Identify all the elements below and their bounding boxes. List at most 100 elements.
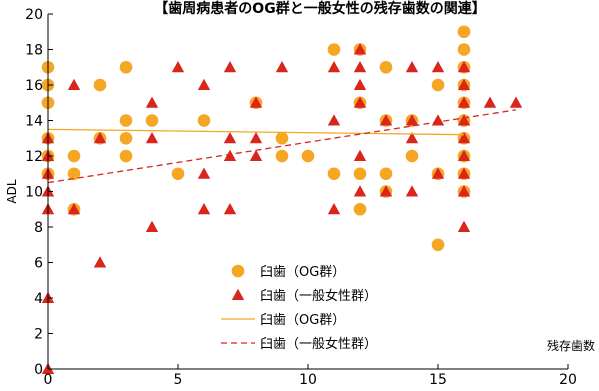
legend: 臼歯（OG群） 臼歯（一般女性群） 臼歯（OG群） 臼歯（一般女性群） xyxy=(221,264,377,352)
general-point xyxy=(197,203,211,215)
general-point xyxy=(145,132,159,144)
y-tick-label: 6 xyxy=(34,256,43,272)
general-point xyxy=(93,256,107,268)
plot-marks xyxy=(41,25,523,374)
og-point xyxy=(431,78,445,92)
general-point xyxy=(67,78,81,90)
general-point xyxy=(249,96,263,108)
legend-label: 臼歯（一般女性群） xyxy=(260,336,377,352)
general-point xyxy=(145,220,159,232)
general-point xyxy=(457,185,471,197)
y-tick-label: 2 xyxy=(34,327,43,343)
legend-label: 臼歯（OG群） xyxy=(260,313,345,328)
general-point xyxy=(171,61,185,73)
y-tick-label: 0 xyxy=(34,362,43,378)
general-point xyxy=(379,114,393,126)
general-point xyxy=(249,132,263,144)
general-point xyxy=(353,78,367,90)
general-point xyxy=(275,61,289,73)
general-point xyxy=(353,185,367,197)
general-point xyxy=(405,185,419,197)
general-point xyxy=(353,96,367,108)
og-point xyxy=(353,167,367,181)
chart-title: 【歯周病患者のOG群と一般女性の残存歯数の関連】 xyxy=(154,0,485,17)
x-tick-label: 10 xyxy=(299,372,317,388)
general-trend-line xyxy=(47,109,517,184)
general-point xyxy=(509,96,523,108)
general-point xyxy=(405,61,419,73)
og-point xyxy=(145,114,159,127)
y-tick-label: 20 xyxy=(25,7,43,23)
general-point xyxy=(223,61,237,73)
og-point xyxy=(353,202,367,216)
og-point xyxy=(301,149,315,163)
y-tick-label: 18 xyxy=(25,43,43,59)
x-tick-label: 15 xyxy=(429,372,447,388)
general-point xyxy=(67,203,81,215)
og-point xyxy=(327,43,341,56)
og-point xyxy=(431,238,445,252)
og-point xyxy=(171,167,185,181)
y-tick-label: 14 xyxy=(25,114,43,130)
general-point xyxy=(249,149,263,161)
legend-og-marker xyxy=(231,264,245,278)
y-axis-label: ADL xyxy=(5,179,19,203)
general-point xyxy=(457,220,471,232)
x-axis-label: 残存歯数 xyxy=(547,338,595,353)
general-point xyxy=(457,61,471,73)
general-point xyxy=(457,114,471,126)
og-point xyxy=(119,131,133,145)
general-point xyxy=(223,203,237,215)
general-point xyxy=(327,61,341,73)
y-tick-label: 12 xyxy=(25,149,43,165)
og-point xyxy=(327,167,341,181)
general-point xyxy=(457,132,471,144)
x-tick-label: 0 xyxy=(44,372,53,388)
general-point xyxy=(353,43,367,55)
general-point xyxy=(457,149,471,161)
og-point xyxy=(379,167,393,181)
og-point xyxy=(197,114,211,127)
og-point xyxy=(275,149,289,163)
general-point xyxy=(431,114,445,126)
general-point xyxy=(483,96,497,108)
general-point xyxy=(223,149,237,161)
x-tick-label: 20 xyxy=(559,372,577,388)
legend-general-marker xyxy=(231,288,245,300)
general-point xyxy=(197,167,211,179)
y-tick-label: 8 xyxy=(34,220,43,236)
og-point xyxy=(379,60,393,74)
general-point xyxy=(431,61,445,73)
og-point xyxy=(67,149,81,163)
og-point xyxy=(67,167,81,181)
general-point xyxy=(223,132,237,144)
general-point xyxy=(379,185,393,197)
general-point xyxy=(145,96,159,108)
y-tick-label: 10 xyxy=(25,185,43,201)
legend-label: 臼歯（OG群） xyxy=(260,265,345,280)
general-point xyxy=(431,167,445,179)
general-point xyxy=(457,78,471,90)
og-point xyxy=(405,149,419,163)
x-tick-label: 5 xyxy=(174,372,183,388)
general-point xyxy=(93,132,107,144)
general-point xyxy=(405,114,419,126)
og-point xyxy=(457,43,471,56)
general-point xyxy=(197,78,211,90)
og-point xyxy=(119,60,133,74)
general-point xyxy=(353,149,367,161)
y-tick-label: 4 xyxy=(34,291,43,307)
general-point xyxy=(457,167,471,179)
general-point xyxy=(353,61,367,73)
legend-label: 臼歯（一般女性群） xyxy=(260,288,377,304)
og-point xyxy=(275,131,289,145)
axes: 0 2 4 6 8 10 12 14 16 18 20 0 5 10 15 20 xyxy=(25,7,577,388)
og-point xyxy=(119,149,133,163)
general-point xyxy=(457,96,471,108)
og-point xyxy=(457,25,471,39)
og-point xyxy=(119,114,133,127)
og-trend-line xyxy=(47,128,465,136)
general-point xyxy=(327,114,341,126)
y-tick-label: 16 xyxy=(25,78,43,94)
